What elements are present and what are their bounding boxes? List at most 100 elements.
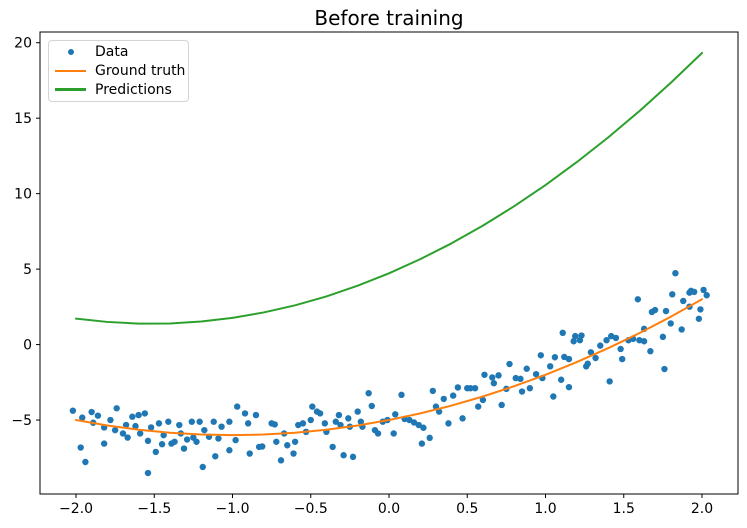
x-tick-label: −1.0 [215,501,249,517]
data-point [171,438,178,445]
data-point [165,418,172,425]
data-point [697,306,704,313]
data-point [316,410,324,417]
data-point [218,423,225,430]
data-point [291,438,299,445]
legend-item-ground-truth: Ground truth [55,62,188,81]
data-point [440,395,447,403]
y-tick-label: 10 [14,187,32,203]
data-point [475,403,482,410]
data-point [299,420,307,427]
data-point [199,463,206,471]
y-tick-label: 0 [23,338,32,354]
data-point [418,440,426,447]
data-point [365,389,372,397]
data-point [523,365,530,372]
data-point [113,405,120,412]
data-point [467,384,474,392]
data-point [495,372,502,379]
data-point [141,410,149,417]
data-point [459,415,466,422]
data-point [244,420,252,427]
legend-label-predictions: Predictions [95,81,172,98]
data-point [233,403,241,410]
data-marker-icon [67,49,74,56]
data-point [532,370,540,378]
data-point [584,360,591,367]
data-point [212,453,219,460]
x-tick-label: −0.5 [294,501,328,517]
data-point [481,371,488,378]
data-point [201,426,208,434]
data-point [640,338,648,345]
data-point [374,430,382,437]
data-point [155,420,163,427]
data-point [368,402,375,410]
data-point [132,422,139,430]
data-point [672,269,679,277]
data-point [512,374,519,382]
data-point [309,403,316,410]
data-point [100,440,108,447]
legend: Data Ground truth Predictions [48,40,189,102]
x-tick-label: 2.0 [691,501,713,517]
data-point [445,420,452,427]
data-point [284,442,291,449]
data-point [634,296,642,303]
data-point [340,452,347,459]
data-point [349,453,357,461]
data-point [232,436,239,444]
data-point [277,457,285,464]
data-point [188,418,196,425]
data-point [420,424,427,431]
data-point [69,407,77,414]
x-tick-label: −1.5 [137,501,171,517]
x-tick-label: 0.0 [378,501,400,517]
data-point [667,320,674,327]
data-point [703,292,710,299]
data-point [82,458,89,466]
data-point [345,415,352,422]
data-point [193,438,200,445]
data-point [398,391,405,399]
data-point [94,412,102,419]
data-point [597,342,604,349]
x-tick-label: 0.5 [456,501,478,517]
data-point [307,416,314,424]
data-point [196,418,203,425]
y-tick-label: 5 [23,262,32,278]
data-point [410,419,418,426]
legend-label-ground-truth: Ground truth [95,63,186,79]
data-point [570,338,577,345]
data-point [617,345,624,353]
ground-truth-line [74,298,704,437]
data-point [354,408,361,415]
legend-item-predictions: Predictions [55,80,188,99]
data-point [647,348,654,355]
data-point [107,416,114,424]
data-point [273,438,280,445]
data-point [124,434,131,441]
data-point [415,421,422,429]
data-point [565,355,573,363]
data-point [129,413,136,420]
data-point [449,392,457,399]
data-point [651,306,659,314]
data-point [606,378,613,385]
data-point [390,430,397,437]
data-point [321,420,329,427]
predictions-line [74,51,704,325]
data-point [210,418,217,425]
legend-item-data: Data [55,43,188,62]
data-point [572,332,579,340]
data-point [659,333,667,341]
data-point [546,363,554,370]
data-point [183,436,191,443]
data-point [332,418,339,425]
data-point [79,414,86,421]
x-tick-label: 1.5 [613,501,635,517]
data-point [226,418,233,425]
data-point [119,430,127,437]
data-point [144,469,152,477]
